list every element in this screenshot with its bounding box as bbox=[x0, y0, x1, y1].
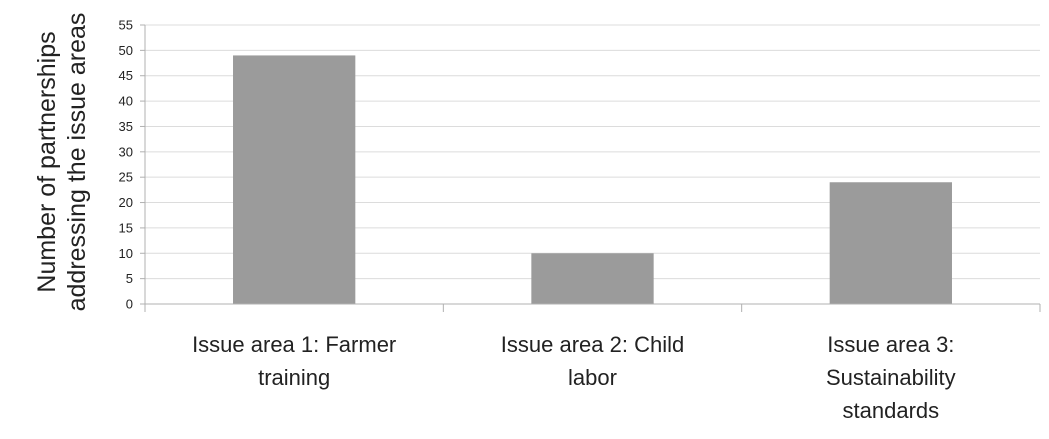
y-tick-label: 10 bbox=[119, 246, 133, 261]
y-tick-label: 20 bbox=[119, 195, 133, 210]
y-tick-label: 30 bbox=[119, 144, 133, 159]
y-tick-labels: 0 5 10 15 20 25 30 35 40 45 50 55 bbox=[119, 18, 133, 312]
x-tick-labels: Issue area 1: Farmer training Issue area 2… bbox=[192, 332, 956, 423]
y-tick-label: 45 bbox=[119, 68, 133, 83]
y-tick-label: 40 bbox=[119, 94, 133, 109]
y-tick-label: 25 bbox=[119, 170, 133, 185]
axes bbox=[140, 24, 1041, 312]
y-tick-label: 35 bbox=[119, 119, 133, 134]
y-tick-label: 15 bbox=[119, 220, 133, 235]
bar bbox=[233, 55, 356, 304]
y-tick-label: 55 bbox=[119, 18, 133, 33]
x-tick-label: Issue area 3: Sustainability standards bbox=[826, 332, 956, 423]
x-tick-label: Issue area 2: Child labor bbox=[501, 332, 684, 390]
bar bbox=[829, 182, 952, 304]
x-tick-label: Issue area 1: Farmer training bbox=[192, 332, 396, 390]
bar bbox=[531, 253, 654, 304]
y-tick-label: 5 bbox=[126, 271, 133, 286]
y-axis-label: Number of partnershipsaddressing the iss… bbox=[33, 13, 91, 312]
y-tick-label: 50 bbox=[119, 43, 133, 58]
bars bbox=[233, 55, 952, 304]
y-tick-label: 0 bbox=[126, 297, 133, 312]
